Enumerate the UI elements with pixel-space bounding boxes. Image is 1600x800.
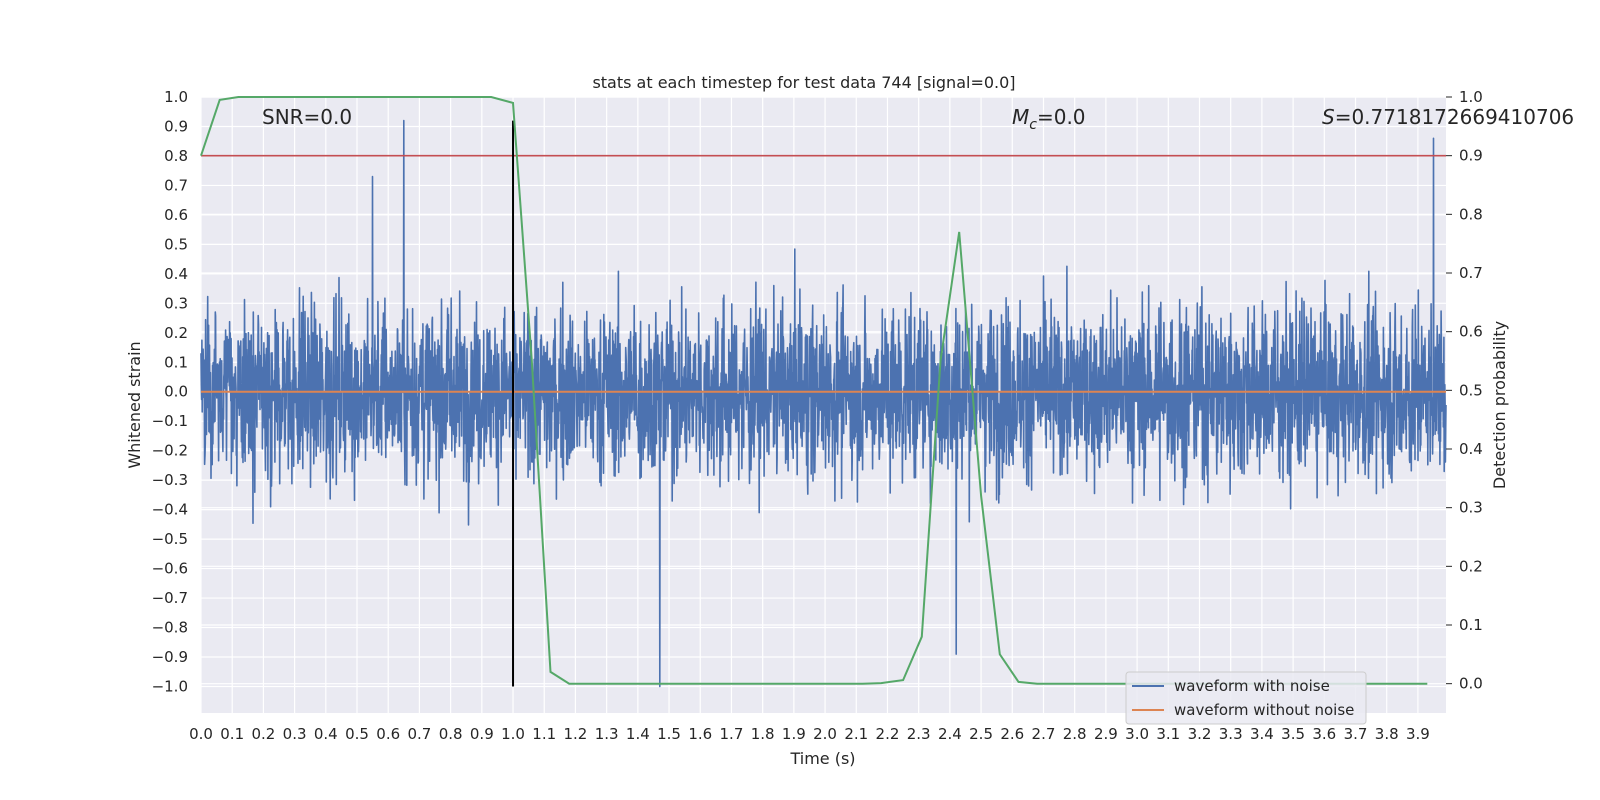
y-tick-label: 0.6: [164, 206, 188, 224]
x-tick-label: 2.9: [1094, 725, 1118, 743]
x-tick-label: 1.4: [626, 725, 650, 743]
s-statistic-annotation: S=0.7718172669410706: [1322, 105, 1574, 129]
y2-tick-label: 0.8: [1459, 205, 1483, 223]
x-tick-label: 1.8: [751, 725, 775, 743]
y-tick-label: −0.5: [152, 530, 188, 548]
x-tick-label: 1.3: [595, 725, 619, 743]
x-tick-label: 3.0: [1125, 725, 1149, 743]
x-tick-label: 3.9: [1406, 725, 1430, 743]
y-tick-label: −0.7: [152, 589, 188, 607]
x-tick-label: 0.4: [314, 725, 338, 743]
y-axis-ticks: 1.0 0.9 0.8 0.7 0.6 0.5 0.4 0.3 0.2 0.1 0.0 −0.1 −0.…: [152, 88, 188, 695]
y-tick-label: −1.0: [152, 677, 188, 695]
s-statistic-value: =0.7718172669410706: [1335, 105, 1574, 129]
s-statistic-symbol: S: [1322, 105, 1335, 129]
y-tick-label: 0.2: [164, 324, 188, 342]
y-tick-label: −0.4: [152, 501, 188, 519]
x-tick-label: 3.7: [1344, 725, 1368, 743]
y2-tick-label: 0.5: [1459, 381, 1483, 399]
y2-tick-label: 0.9: [1459, 147, 1483, 165]
chirp-mass-annotation: Mc=0.0: [1012, 105, 1086, 133]
x-tick-label: 2.0: [813, 725, 837, 743]
y2-tick-label: 0.6: [1459, 323, 1483, 341]
x-tick-label: 2.5: [969, 725, 993, 743]
snr-annotation: SNR=0.0: [262, 105, 352, 129]
x-tick-label: 0.0: [189, 725, 213, 743]
chart-title: stats at each timestep for test data 744…: [592, 73, 1015, 92]
y2-tick-label: 0.7: [1459, 264, 1483, 282]
x-tick-label: 3.6: [1312, 725, 1336, 743]
x-tick-label: 2.1: [844, 725, 868, 743]
x-tick-label: 1.0: [501, 725, 525, 743]
x-tick-label: 1.6: [688, 725, 712, 743]
y2-tick-label: 0.3: [1459, 499, 1483, 517]
legend-label-without-noise: waveform without noise: [1174, 701, 1354, 719]
y-tick-label: 0.0: [164, 383, 188, 401]
y-tick-label: −0.1: [152, 412, 188, 430]
y2-tick-label: 0.2: [1459, 557, 1483, 575]
x-tick-label: 1.1: [532, 725, 556, 743]
legend: waveform with noise waveform without noi…: [1126, 672, 1366, 724]
x-tick-label: 3.5: [1281, 725, 1305, 743]
y-tick-label: −0.3: [152, 471, 188, 489]
x-tick-label: 3.4: [1250, 725, 1274, 743]
x-tick-label: 1.9: [782, 725, 806, 743]
x-tick-label: 0.5: [345, 725, 369, 743]
y-tick-label: 0.3: [164, 294, 188, 312]
y-axis-label: Whitened strain: [125, 341, 144, 468]
x-axis-ticks: 0.0 0.1 0.2 0.3 0.4 0.5 0.6 0.7 0.8 0.9 1.0 1.1 1.2 1…: [189, 725, 1430, 743]
y-tick-label: −0.2: [152, 442, 188, 460]
y2-tick-label: 0.4: [1459, 440, 1483, 458]
detection-stats-chart: stats at each timestep for test data 744…: [0, 0, 1600, 800]
y-tick-label: 0.5: [164, 235, 188, 253]
x-tick-label: 0.6: [376, 725, 400, 743]
y-tick-label: 1.0: [164, 88, 188, 106]
x-tick-label: 2.2: [876, 725, 900, 743]
y-tick-label: 0.4: [164, 265, 188, 283]
x-tick-label: 1.5: [657, 725, 681, 743]
x-tick-label: 2.6: [1000, 725, 1024, 743]
x-tick-label: 3.3: [1219, 725, 1243, 743]
x-tick-label: 0.2: [251, 725, 275, 743]
y2-tick-label: 1.0: [1459, 88, 1483, 106]
y-tick-label: −0.6: [152, 560, 188, 578]
x-tick-label: 2.7: [1032, 725, 1056, 743]
y2-tick-label: 0.1: [1459, 616, 1483, 634]
x-axis-label: Time (s): [789, 749, 855, 768]
x-tick-label: 3.8: [1375, 725, 1399, 743]
chirp-mass-symbol: M: [1012, 105, 1029, 129]
x-tick-label: 3.1: [1156, 725, 1180, 743]
y-tick-label: 0.8: [164, 147, 188, 165]
y2-tick-label: 0.0: [1459, 675, 1483, 693]
x-tick-label: 3.2: [1188, 725, 1212, 743]
x-tick-label: 2.3: [907, 725, 931, 743]
y-tick-label: −0.9: [152, 648, 188, 666]
y-tick-label: −0.8: [152, 619, 188, 637]
y2-axis-label: Detection probability: [1490, 321, 1509, 489]
x-tick-label: 0.9: [470, 725, 494, 743]
x-tick-label: 0.3: [283, 725, 307, 743]
y-tick-label: 0.7: [164, 176, 188, 194]
x-tick-label: 0.7: [407, 725, 431, 743]
x-tick-label: 1.7: [720, 725, 744, 743]
x-tick-label: 0.1: [220, 725, 244, 743]
x-tick-label: 0.8: [439, 725, 463, 743]
y2-axis-ticks: 1.0 0.9 0.8 0.7 0.6 0.5 0.4 0.3 0.2 0.1 0.0: [1446, 88, 1483, 693]
x-tick-label: 1.2: [564, 725, 588, 743]
y-tick-label: 0.9: [164, 117, 188, 135]
x-tick-label: 2.8: [1063, 725, 1087, 743]
x-tick-label: 2.4: [938, 725, 962, 743]
legend-label-with-noise: waveform with noise: [1174, 677, 1330, 695]
y-tick-label: 0.1: [164, 353, 188, 371]
chirp-mass-value: =0.0: [1037, 105, 1086, 129]
